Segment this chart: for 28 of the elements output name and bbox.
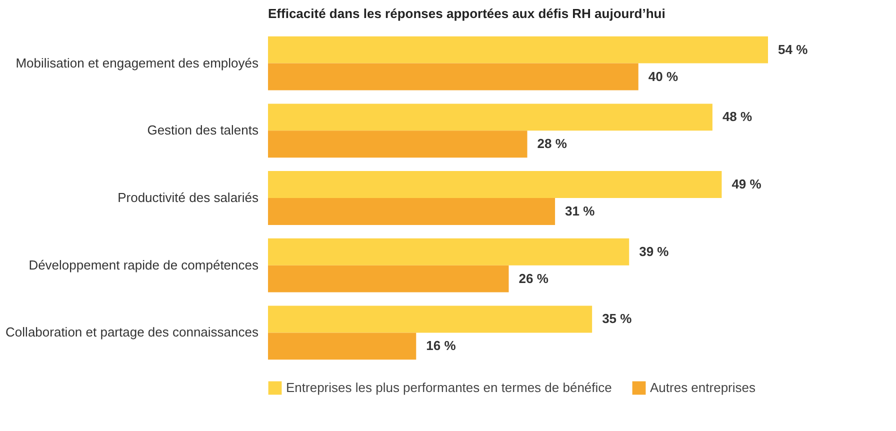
data-label: 31 % — [565, 203, 596, 218]
data-label: 35 % — [602, 311, 632, 326]
data-label: 28 % — [537, 136, 568, 152]
data-label: 26 % — [518, 270, 549, 286]
bar — [268, 171, 722, 198]
legend-label: Entreprises les plus performantes en termes de bénéfice — [286, 380, 612, 395]
data-label: 16 % — [426, 338, 456, 354]
bar — [268, 104, 712, 131]
bar — [268, 265, 509, 292]
y-tick-label: Collaboration et partage des connaissances — [6, 324, 259, 340]
data-label: 54 % — [778, 42, 808, 57]
data-label: 49 % — [732, 176, 762, 192]
chart-title: Efficacité dans les réponses apportées aux défis RH aujourd’hui — [268, 6, 666, 21]
data-label: 48 % — [722, 109, 753, 124]
bar — [268, 63, 638, 90]
y-tick-label: Mobilisation et engagement des employés — [16, 55, 259, 70]
bar — [268, 198, 556, 225]
y-tick-label: Productivité des salariés — [118, 190, 259, 205]
data-label: 40 % — [648, 68, 678, 84]
y-tick-label: Développement rapide de compétences — [28, 257, 259, 272]
data-label: 39 % — [639, 244, 670, 259]
legend-label: Autres entreprises — [650, 380, 756, 395]
y-tick-label: Gestion des talents — [147, 122, 259, 138]
bar — [268, 332, 416, 360]
bar — [268, 130, 528, 158]
bar — [268, 36, 768, 64]
bar — [268, 238, 630, 266]
bar — [268, 306, 592, 333]
